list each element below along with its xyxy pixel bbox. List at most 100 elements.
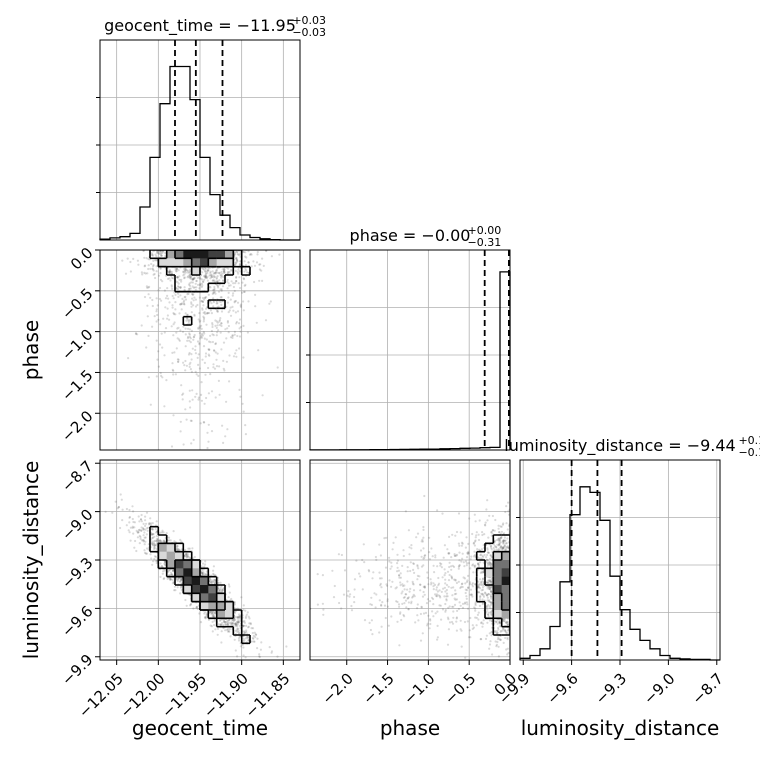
scatter-point bbox=[253, 264, 257, 267]
scatter-point bbox=[236, 616, 239, 620]
scatter-point bbox=[196, 607, 199, 611]
scatter-point bbox=[201, 296, 205, 300]
scatter-point bbox=[175, 347, 178, 350]
scatter-point bbox=[214, 396, 217, 399]
scatter-point bbox=[195, 605, 198, 609]
scatter-point bbox=[192, 607, 195, 610]
scatter-point bbox=[230, 597, 233, 601]
scatter-point bbox=[251, 636, 254, 640]
scatter-point bbox=[218, 590, 221, 593]
scatter-point bbox=[177, 326, 180, 329]
scatter-point bbox=[243, 290, 246, 293]
scatter-point bbox=[490, 546, 493, 549]
scatter-point bbox=[201, 568, 204, 572]
scatter-point bbox=[188, 389, 191, 392]
scatter-point bbox=[151, 268, 154, 271]
scatter-point bbox=[477, 563, 480, 567]
scatter-point bbox=[201, 571, 204, 575]
scatter-point bbox=[167, 569, 170, 573]
scatter-point bbox=[170, 270, 173, 273]
scatter-point bbox=[121, 508, 124, 511]
scatter-point bbox=[244, 424, 247, 427]
scatter-point bbox=[212, 578, 215, 582]
scatter-point bbox=[234, 623, 237, 626]
scatter-point bbox=[252, 260, 255, 263]
scatter-point bbox=[194, 288, 197, 292]
scatter-point bbox=[181, 330, 185, 333]
scatter-point bbox=[241, 643, 244, 647]
scatter-point bbox=[502, 541, 505, 544]
scatter-point bbox=[172, 373, 175, 376]
scatter-point bbox=[488, 647, 491, 650]
scatter-point bbox=[170, 573, 173, 576]
scatter-point bbox=[150, 527, 154, 531]
scatter-point bbox=[192, 286, 195, 289]
scatter-point bbox=[226, 287, 229, 290]
scatter-point bbox=[232, 282, 235, 285]
scatter-point bbox=[453, 593, 456, 596]
scatter-point bbox=[214, 628, 217, 631]
scatter-point bbox=[178, 580, 182, 583]
scatter-point bbox=[208, 340, 211, 343]
scatter-point bbox=[497, 537, 500, 540]
scatter-point bbox=[186, 314, 189, 317]
scatter-point bbox=[369, 603, 372, 606]
scatter-point bbox=[174, 308, 177, 311]
scatter-point bbox=[242, 410, 245, 413]
scatter-point bbox=[200, 334, 203, 337]
scatter-point bbox=[237, 616, 240, 619]
scatter-point bbox=[253, 280, 256, 284]
scatter-point bbox=[184, 295, 187, 298]
scatter-point bbox=[259, 648, 262, 651]
scatter-point bbox=[172, 530, 175, 533]
scatter-point bbox=[187, 283, 191, 286]
scatter-point bbox=[490, 545, 493, 548]
scatter-point bbox=[139, 537, 142, 541]
scatter-point bbox=[159, 272, 162, 275]
scatter-point bbox=[202, 318, 206, 321]
scatter-point bbox=[205, 276, 208, 279]
scatter-point bbox=[506, 653, 509, 656]
scatter-point bbox=[489, 554, 492, 557]
scatter-point bbox=[155, 320, 158, 323]
scatter-point bbox=[216, 280, 219, 283]
scatter-point bbox=[477, 565, 480, 568]
scatter-point bbox=[166, 294, 169, 297]
scatter-point bbox=[187, 556, 190, 559]
scatter-point bbox=[216, 324, 219, 327]
scatter-point bbox=[239, 260, 242, 263]
scatter-point bbox=[221, 589, 224, 592]
scatter-point bbox=[211, 612, 215, 616]
scatter-point bbox=[215, 269, 218, 272]
scatter-point bbox=[481, 593, 484, 596]
scatter-point bbox=[488, 562, 492, 565]
scatter-point bbox=[238, 388, 241, 391]
scatter-point bbox=[172, 570, 175, 573]
scatter-point bbox=[238, 347, 241, 350]
scatter-point bbox=[214, 324, 217, 327]
scatter-point bbox=[230, 268, 233, 271]
scatter-point bbox=[229, 298, 232, 301]
scatter-point bbox=[186, 271, 189, 274]
scatter-point bbox=[220, 310, 224, 313]
scatter-point bbox=[140, 513, 143, 517]
scatter-point bbox=[138, 534, 141, 538]
scatter-point bbox=[200, 336, 204, 339]
scatter-point bbox=[247, 625, 250, 628]
scatter-point bbox=[180, 384, 183, 387]
scatter-point bbox=[199, 284, 202, 287]
scatter-point bbox=[183, 268, 186, 271]
scatter-point bbox=[189, 368, 192, 371]
scatter-point bbox=[143, 536, 146, 539]
scatter-point bbox=[201, 572, 204, 576]
scatter-point bbox=[164, 306, 167, 309]
scatter-point bbox=[162, 577, 165, 581]
scatter-point bbox=[260, 664, 262, 666]
scatter-point bbox=[198, 343, 201, 346]
scatter-point bbox=[243, 621, 246, 624]
scatter-point bbox=[151, 254, 154, 257]
scatter-point bbox=[233, 301, 236, 304]
scatter-point bbox=[140, 520, 143, 523]
scatter-point bbox=[403, 588, 406, 591]
scatter-point bbox=[202, 275, 206, 278]
